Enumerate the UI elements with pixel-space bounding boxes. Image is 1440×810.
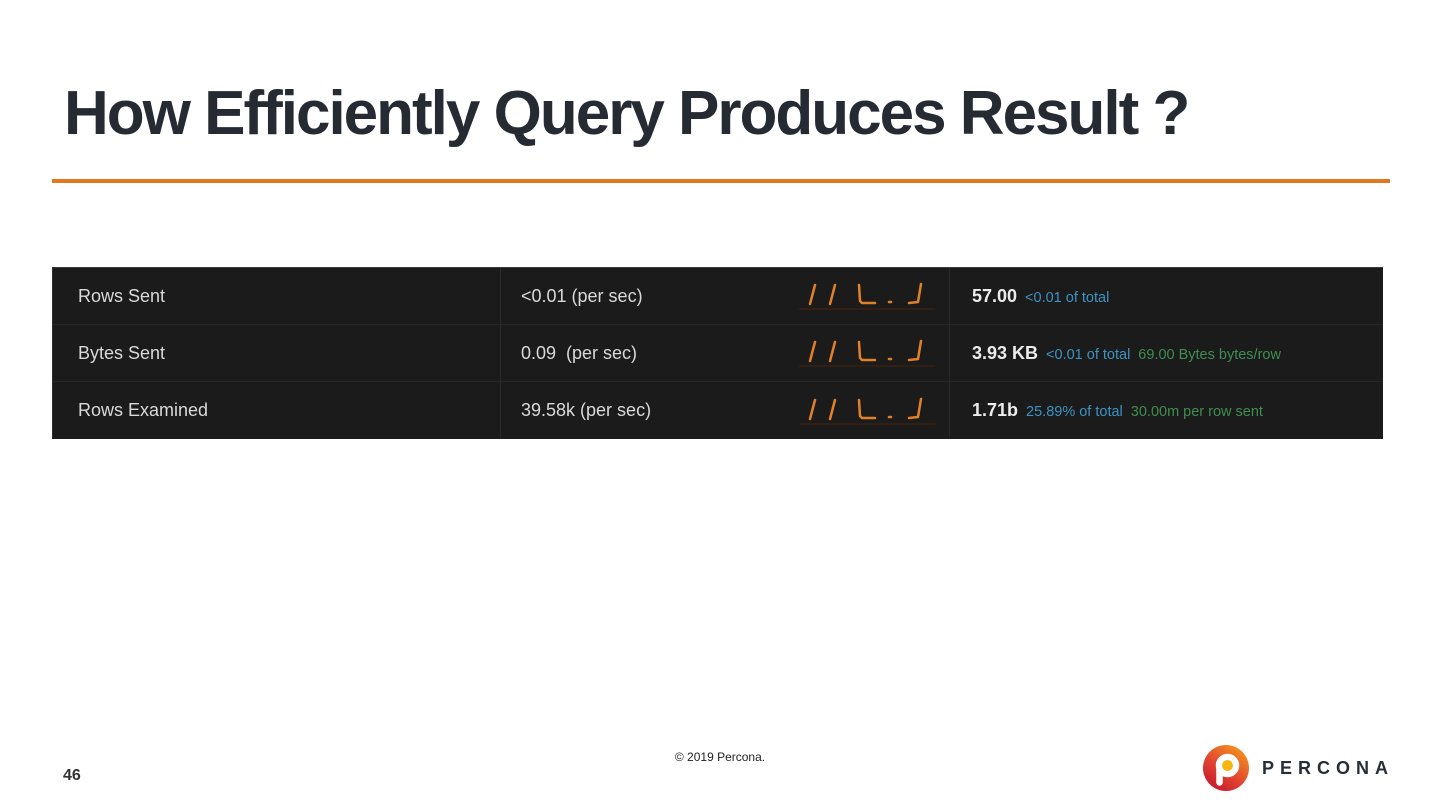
table-row-bytes-sent: Bytes Sent 0.09 (per sec) 3.93 KB <0.01 … (53, 325, 1383, 382)
metric-rate-cell: 39.58k (per sec) (501, 382, 950, 439)
of-total-text: 25.89% of total (1026, 404, 1123, 420)
table-row-rows-examined: Rows Examined 39.58k (per sec) 1.71b 25.… (53, 382, 1383, 439)
metric-rate-cell: 0.09 (per sec) (501, 325, 950, 381)
metric-label: Bytes Sent (53, 325, 501, 381)
title-underline (52, 179, 1390, 183)
metric-rate: 0.09 (per sec) (521, 342, 638, 363)
metric-total-cell: 3.93 KB <0.01 of total 69.00 Bytes bytes… (950, 343, 1383, 364)
metric-rate-cell: <0.01 (per sec) (501, 268, 950, 324)
copyright: © 2019 Percona. (674, 750, 766, 764)
percona-logo: PERCONA (1202, 744, 1394, 792)
metric-label: Rows Sent (53, 268, 501, 324)
of-total-text: <0.01 of total (1046, 346, 1131, 363)
page-number: 46 (63, 767, 81, 784)
sparkline-chart (797, 278, 937, 314)
metric-rate: 39.58k (per sec) (521, 400, 652, 420)
metric-total-cell: 1.71b 25.89% of total 30.00m per row sen… (950, 400, 1383, 421)
of-total-text: <0.01 of total (1025, 289, 1110, 306)
page-title: How Efficiently Query Produces Result ? (64, 79, 1190, 148)
percona-logo-icon (1202, 745, 1249, 791)
sparkline-chart (797, 393, 937, 429)
metric-total-cell: 57.00 <0.01 of total (950, 286, 1383, 307)
total-value: 57.00 (972, 285, 1018, 306)
metric-rate: <0.01 (per sec) (521, 285, 643, 306)
extra-text: 30.00m per row sent (1130, 404, 1263, 420)
extra-text: 69.00 Bytes bytes/row (1138, 346, 1281, 363)
total-value: 1.71b (972, 400, 1019, 420)
metrics-table: Rows Sent <0.01 (per sec) 57.00 <0.01 of… (52, 267, 1383, 439)
percona-logo-text: PERCONA (1261, 757, 1394, 778)
table-row-rows-sent: Rows Sent <0.01 (per sec) 57.00 <0.01 of… (53, 268, 1383, 325)
metric-label: Rows Examined (53, 382, 501, 439)
logo-gold-dot (1222, 760, 1233, 771)
sparkline-chart (797, 335, 937, 371)
total-value: 3.93 KB (972, 342, 1039, 363)
